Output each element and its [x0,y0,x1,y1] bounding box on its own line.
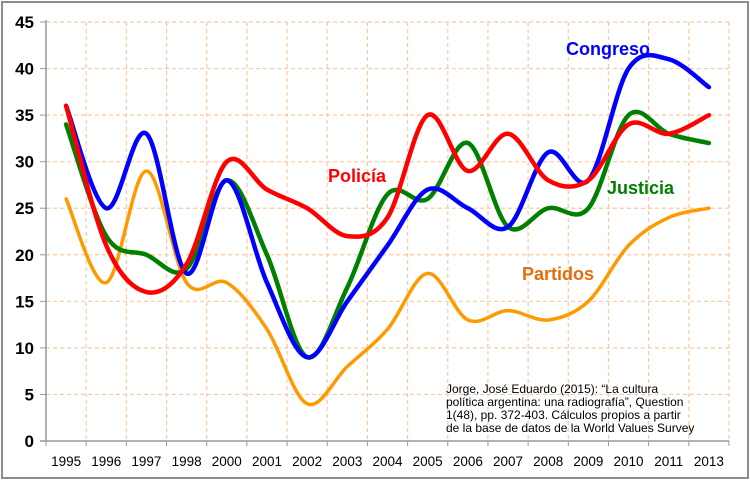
series-line-partidos [64,169,711,407]
y-tick-labels: 0 5 10 15 20 25 30 35 40 45 [15,13,34,451]
x-tick-label: 2001 [252,454,282,469]
x-tick-label: 2002 [292,454,322,469]
series-label: Justicia [607,178,675,198]
series-label: Partidos [522,264,594,284]
source-note-line: de la base de datos de la World Values S… [446,421,695,435]
source-note-line: política argentina: una radiografía”, Qu… [446,395,684,409]
source-note: Jorge, José Eduardo (2015): “La cultura … [446,383,736,435]
x-tick-label: 2010 [614,454,644,469]
y-tick-label: 35 [15,106,34,125]
x-tick-label: 2006 [453,454,483,469]
y-tick-label: 5 [25,385,34,404]
series-label: Policía [328,166,387,186]
series-labels: Partidos Justicia Congreso Policía [328,39,675,284]
source-note-line: Jorge, José Eduardo (2015): “La cultura [446,382,659,396]
x-tick-label: 2005 [413,454,443,469]
source-note-line: 1(48), pp. 372-403. Cálculos propios a p… [446,408,681,422]
x-tick-label: 2013 [694,454,724,469]
x-tick-label: 2011 [654,454,683,469]
y-tick-label: 25 [15,199,34,218]
series-label: Congreso [566,39,650,59]
x-tick-labels: 1995 1996 1997 1998 2000 2001 2002 2003 2004 2005… [51,454,724,469]
x-tick-label: 2008 [533,454,563,469]
axes [40,20,730,446]
y-tick-label: 0 [25,432,34,451]
x-tick-label: 1997 [131,454,161,469]
x-tick-label: 2009 [573,454,603,469]
y-tick-label: 45 [15,13,34,32]
y-tick-label: 15 [15,292,34,311]
series-lines [63,52,712,407]
x-tick-label: 2000 [212,454,242,469]
y-tick-label: 20 [15,246,34,265]
x-tick-label: 1996 [91,454,121,469]
y-tick-label: 10 [15,339,34,358]
x-tick-label: 1998 [172,454,202,469]
grid [46,21,730,441]
y-tick-label: 30 [15,153,34,172]
x-tick-label: 2007 [493,454,523,469]
x-tick-label: 2004 [372,454,403,469]
x-tick-label: 1995 [51,454,81,469]
y-tick-label: 40 [15,60,34,79]
x-tick-label: 2003 [332,454,362,469]
